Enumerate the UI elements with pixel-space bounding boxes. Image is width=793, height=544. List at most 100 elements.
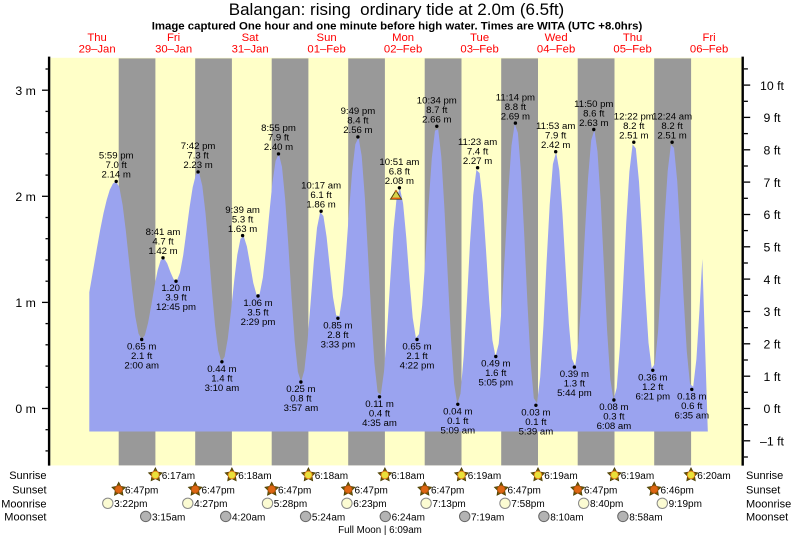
svg-text:0.08 m: 0.08 m: [599, 402, 628, 413]
svg-text:Tue: Tue: [470, 32, 489, 44]
svg-text:5:39 am: 5:39 am: [519, 426, 554, 437]
svg-text:1.20 m: 1.20 m: [161, 283, 190, 294]
svg-text:Sunset: Sunset: [12, 484, 46, 496]
svg-text:Mon: Mon: [392, 32, 414, 44]
svg-text:2.42 m: 2.42 m: [541, 140, 570, 151]
svg-text:1.42 m: 1.42 m: [148, 246, 177, 257]
svg-text:2.40 m: 2.40 m: [264, 142, 293, 153]
svg-text:10:34 pm: 10:34 pm: [417, 96, 457, 107]
svg-text:0.03 m: 0.03 m: [521, 407, 550, 418]
svg-text:9:19pm: 9:19pm: [669, 499, 702, 510]
svg-text:5 ft: 5 ft: [763, 241, 781, 255]
svg-text:Sun: Sun: [317, 32, 337, 44]
svg-text:Balangan: rising ordinary tid: Balangan: rising ordinary tide at 2.0m (…: [229, 0, 564, 19]
svg-text:Moonrise: Moonrise: [746, 498, 791, 510]
svg-text:0.1 ft: 0.1 ft: [447, 416, 469, 427]
svg-text:2.63 m: 2.63 m: [579, 118, 608, 129]
svg-text:31–Jan: 31–Jan: [232, 44, 269, 56]
svg-text:2.14 m: 2.14 m: [102, 170, 131, 181]
svg-text:0.39 m: 0.39 m: [560, 369, 589, 380]
svg-text:0.49 m: 0.49 m: [481, 359, 510, 370]
svg-text:12:24 am: 12:24 am: [652, 112, 692, 123]
svg-text:01–Feb: 01–Feb: [307, 44, 345, 56]
svg-text:2.27 m: 2.27 m: [463, 156, 492, 167]
svg-text:3:57 am: 3:57 am: [284, 403, 319, 414]
svg-text:04–Feb: 04–Feb: [537, 44, 575, 56]
svg-text:6:17am: 6:17am: [162, 471, 195, 482]
svg-text:0.3 ft: 0.3 ft: [603, 412, 625, 423]
svg-text:8.6 ft: 8.6 ft: [583, 108, 605, 119]
svg-text:5.3 ft: 5.3 ft: [232, 214, 254, 225]
svg-text:1.2 ft: 1.2 ft: [642, 382, 664, 393]
svg-text:8:58am: 8:58am: [629, 512, 662, 523]
svg-text:2.23 m: 2.23 m: [183, 160, 212, 171]
svg-text:8.2 ft: 8.2 ft: [661, 121, 683, 132]
svg-text:7:58pm: 7:58pm: [511, 499, 544, 510]
svg-text:6:21 pm: 6:21 pm: [635, 391, 670, 402]
svg-text:7.9 ft: 7.9 ft: [545, 131, 567, 142]
svg-text:Sat: Sat: [242, 32, 260, 44]
svg-text:1 ft: 1 ft: [763, 370, 781, 384]
svg-text:11:23 am: 11:23 am: [458, 137, 497, 148]
svg-text:8.7 ft: 8.7 ft: [426, 105, 448, 116]
svg-text:6:19am: 6:19am: [621, 471, 654, 482]
svg-text:Image captured One hour and on: Image captured One hour and one minute b…: [152, 20, 643, 32]
svg-text:2.1 ft: 2.1 ft: [131, 351, 153, 362]
svg-text:8:40pm: 8:40pm: [590, 499, 623, 510]
svg-text:6:20am: 6:20am: [697, 471, 730, 482]
svg-text:4 ft: 4 ft: [763, 273, 781, 287]
svg-text:9 ft: 9 ft: [763, 111, 781, 125]
svg-text:11:50 pm: 11:50 pm: [574, 99, 613, 110]
svg-text:7:19am: 7:19am: [471, 512, 504, 523]
svg-text:6:19am: 6:19am: [544, 471, 577, 482]
svg-text:1.3 ft: 1.3 ft: [564, 379, 586, 390]
svg-text:Moonrise: Moonrise: [1, 498, 46, 510]
svg-text:03–Feb: 03–Feb: [460, 44, 498, 56]
svg-text:8.8 ft: 8.8 ft: [505, 102, 527, 113]
svg-text:5:59 pm: 5:59 pm: [99, 151, 134, 162]
svg-text:06–Feb: 06–Feb: [690, 44, 728, 56]
svg-text:–1 ft: –1 ft: [760, 435, 785, 449]
svg-text:11:14 pm: 11:14 pm: [496, 92, 535, 103]
svg-text:0.25 m: 0.25 m: [286, 384, 315, 395]
svg-text:7.0 ft: 7.0 ft: [106, 160, 128, 171]
svg-text:6:19am: 6:19am: [468, 471, 501, 482]
svg-text:Sunset: Sunset: [746, 484, 780, 496]
svg-text:0.44 m: 0.44 m: [207, 364, 236, 375]
svg-text:7.4 ft: 7.4 ft: [467, 147, 489, 158]
svg-text:2.69 m: 2.69 m: [501, 111, 530, 122]
svg-text:8.2 ft: 8.2 ft: [623, 121, 645, 132]
svg-text:6:23pm: 6:23pm: [353, 499, 386, 510]
svg-text:3:15am: 3:15am: [152, 512, 185, 523]
svg-text:6:18am: 6:18am: [391, 471, 424, 482]
svg-text:02–Feb: 02–Feb: [384, 44, 422, 56]
svg-text:8:10am: 8:10am: [550, 512, 583, 523]
svg-text:2.51 m: 2.51 m: [619, 131, 648, 142]
svg-text:29–Jan: 29–Jan: [79, 44, 116, 56]
svg-text:3.5 ft: 3.5 ft: [247, 308, 269, 319]
svg-text:0 ft: 0 ft: [763, 402, 781, 416]
svg-text:3.9 ft: 3.9 ft: [165, 293, 187, 304]
svg-text:10 ft: 10 ft: [760, 79, 785, 93]
svg-text:0.11 m: 0.11 m: [365, 399, 394, 410]
svg-text:30–Jan: 30–Jan: [155, 44, 192, 56]
svg-text:4.7 ft: 4.7 ft: [152, 237, 174, 248]
svg-text:0 m: 0 m: [15, 402, 36, 416]
svg-text:Moonset: Moonset: [4, 511, 46, 523]
svg-text:0.65 m: 0.65 m: [402, 342, 431, 353]
svg-text:6:47pm: 6:47pm: [584, 485, 617, 496]
svg-text:8.4 ft: 8.4 ft: [347, 116, 369, 127]
svg-text:5:05 pm: 5:05 pm: [478, 378, 513, 389]
svg-text:5:44 pm: 5:44 pm: [557, 388, 592, 399]
svg-text:7:42 pm: 7:42 pm: [181, 141, 216, 152]
svg-text:6.1 ft: 6.1 ft: [310, 190, 332, 201]
svg-text:3:10 am: 3:10 am: [205, 383, 240, 394]
svg-text:1.63 m: 1.63 m: [228, 224, 257, 235]
svg-text:1.86 m: 1.86 m: [306, 200, 335, 211]
svg-text:6:18am: 6:18am: [238, 471, 271, 482]
svg-text:3:22pm: 3:22pm: [114, 499, 147, 510]
svg-text:0.4 ft: 0.4 ft: [369, 408, 391, 419]
svg-text:Wed: Wed: [545, 32, 568, 44]
svg-text:6:47pm: 6:47pm: [202, 485, 235, 496]
svg-text:6:35 am: 6:35 am: [674, 410, 709, 421]
